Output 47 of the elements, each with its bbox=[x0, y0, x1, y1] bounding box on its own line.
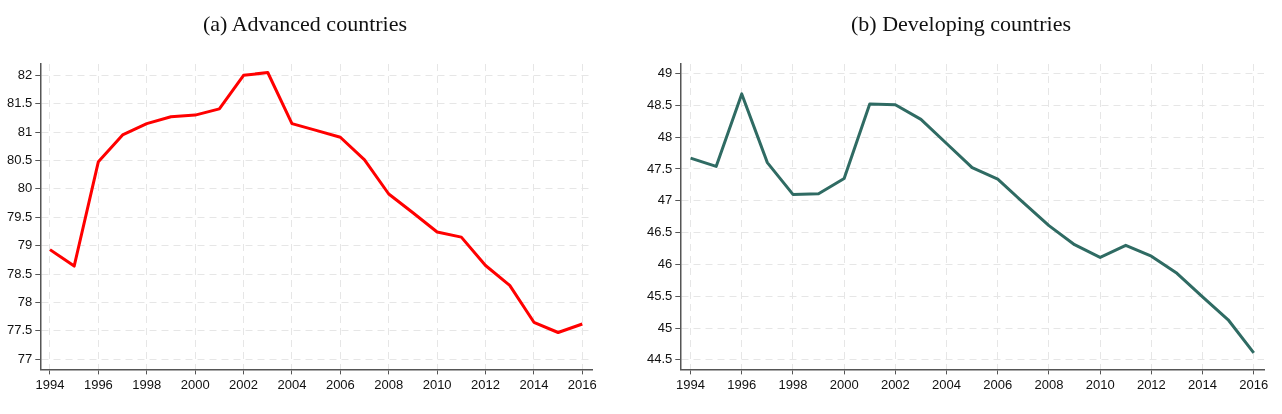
x-tick-label: 2002 bbox=[880, 376, 910, 392]
y-tick-label: 78.5 bbox=[6, 265, 33, 281]
x-tick-label: 1996 bbox=[727, 376, 757, 392]
y-tick-label: 79 bbox=[17, 237, 33, 253]
y-tick-label: 49 bbox=[657, 65, 673, 81]
y-tick-label: 46 bbox=[657, 256, 673, 271]
x-tick-label: 2008 bbox=[1034, 376, 1064, 392]
x-tick-label: 2010 bbox=[1085, 376, 1115, 392]
x-tick-label: 2016 bbox=[567, 376, 597, 392]
x-tick-label: 2000 bbox=[829, 376, 859, 392]
y-tick-label: 78 bbox=[17, 293, 33, 309]
x-tick-label: 2010 bbox=[422, 376, 452, 392]
y-tick-label: 80.5 bbox=[6, 152, 33, 168]
y-tick-label: 44.5 bbox=[646, 351, 673, 367]
x-tick-label: 1996 bbox=[83, 376, 113, 392]
x-tick-label: 2002 bbox=[229, 376, 259, 392]
y-tick-label: 80 bbox=[17, 180, 33, 196]
chart-title: (a) Advanced countries bbox=[202, 10, 408, 38]
x-tick-label: 2014 bbox=[519, 376, 549, 392]
y-tick-label: 46.5 bbox=[646, 224, 673, 240]
x-tick-label: 1998 bbox=[132, 376, 162, 392]
y-tick-label: 82 bbox=[17, 66, 33, 82]
x-tick-label: 2012 bbox=[1136, 376, 1166, 392]
x-tick-label: 1998 bbox=[778, 376, 808, 392]
y-tick-label: 45 bbox=[657, 319, 673, 335]
y-tick-label: 48.5 bbox=[646, 96, 673, 112]
x-tick-label: 2004 bbox=[932, 376, 962, 392]
y-tick-label: 45.5 bbox=[646, 287, 673, 303]
x-tick-label: 1994 bbox=[35, 376, 65, 392]
x-tick-label: 2008 bbox=[374, 376, 404, 392]
x-tick-label: 2012 bbox=[471, 376, 500, 392]
x-tick-label: 2004 bbox=[277, 376, 307, 392]
y-tick-label: 47.5 bbox=[646, 160, 673, 176]
y-tick-label: 77 bbox=[17, 350, 33, 366]
y-tick-label: 81.5 bbox=[6, 95, 33, 111]
y-tick-label: 47 bbox=[657, 192, 673, 208]
x-tick-label: 2006 bbox=[325, 376, 355, 392]
x-tick-label: 2014 bbox=[1188, 376, 1218, 392]
y-tick-label: 79.5 bbox=[6, 208, 33, 224]
x-tick-label: 2016 bbox=[1239, 376, 1269, 392]
x-tick-label: 2000 bbox=[180, 376, 210, 392]
y-tick-label: 77.5 bbox=[6, 322, 33, 338]
chart-title: (b) Developing countries bbox=[850, 10, 1072, 38]
y-tick-label: 48 bbox=[657, 128, 673, 144]
x-tick-label: 1994 bbox=[676, 376, 705, 392]
y-tick-label: 81 bbox=[17, 123, 33, 139]
x-tick-label: 2006 bbox=[983, 376, 1013, 392]
